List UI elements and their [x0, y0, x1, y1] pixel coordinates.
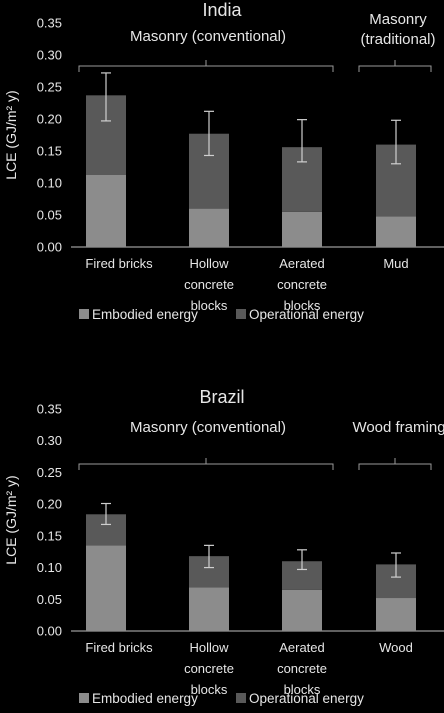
legend-swatch — [79, 309, 89, 319]
bar-embodied-energy — [376, 216, 416, 247]
y-tick-label: 0.25 — [37, 80, 62, 95]
group-bracket — [78, 60, 334, 72]
bar-embodied-energy — [376, 598, 416, 631]
bar-embodied-energy — [282, 211, 322, 247]
x-category-label: Aerated — [279, 256, 325, 271]
group-label: Wood framing — [352, 419, 444, 436]
legend-swatch — [236, 309, 246, 319]
y-tick-label: 0.30 — [37, 433, 62, 448]
y-axis-label: LCE (GJ/m² y) — [3, 475, 19, 564]
bar-embodied-energy — [86, 174, 126, 247]
group-label: Masonry (conventional) — [130, 419, 286, 436]
y-tick-label: 0.20 — [37, 497, 62, 512]
bar-embodied-energy — [189, 208, 229, 247]
chart-panel-1: India 0.00 0.05 0.10 0.15 0.20 0.25 0.30 0.35 LCE… — [3, 0, 444, 322]
y-tick-label: 0.20 — [37, 112, 62, 127]
x-category-label: Aerated — [279, 640, 325, 655]
group-bracket — [78, 458, 334, 470]
legend-label: Embodied energy — [92, 691, 198, 706]
legend-swatch — [79, 693, 89, 703]
x-category-label: Mud — [383, 256, 408, 271]
y-tick-label: 0.10 — [37, 560, 62, 575]
legend-swatch — [236, 693, 246, 703]
x-category-label: Wood — [379, 640, 413, 655]
y-axis-label: LCE (GJ/m² y) — [3, 90, 19, 179]
chart-panel-2: Brazil 0.00 0.05 0.10 0.15 0.20 0.25 0.30 0.35 LC… — [3, 387, 444, 706]
x-category-label: blocks — [191, 298, 228, 313]
group-label: Masonry (conventional) — [130, 28, 286, 45]
group-label: Masonry — [369, 11, 427, 28]
y-tick-label: 0.15 — [37, 144, 62, 159]
bar-embodied-energy — [86, 545, 126, 631]
x-category-label: concrete — [184, 277, 234, 292]
x-category-label: Hollow — [189, 256, 229, 271]
legend-label: Embodied energy — [92, 307, 198, 322]
x-category-label: concrete — [277, 277, 327, 292]
group-bracket — [358, 458, 432, 470]
y-tick-label: 0.05 — [37, 592, 62, 607]
legend-label: Operational energy — [249, 691, 364, 706]
y-tick-label: 0.25 — [37, 465, 62, 480]
y-tick-label: 0.15 — [37, 528, 62, 543]
chart-title: Brazil — [199, 387, 244, 407]
legend-label: Operational energy — [249, 307, 364, 322]
bar-embodied-energy — [282, 589, 322, 631]
y-tick-label: 0.35 — [37, 402, 62, 417]
y-tick-label: 0.00 — [37, 240, 62, 255]
x-category-label: Fired bricks — [85, 640, 153, 655]
x-category-label: concrete — [277, 661, 327, 676]
x-category-label: blocks — [191, 682, 228, 697]
x-category-label: Hollow — [189, 640, 229, 655]
group-bracket — [358, 60, 432, 72]
y-tick-label: 0.10 — [37, 176, 62, 191]
y-tick-label: 0.05 — [37, 208, 62, 223]
y-tick-label: 0.35 — [37, 16, 62, 31]
y-tick-label: 0.00 — [37, 624, 62, 639]
x-category-label: concrete — [184, 661, 234, 676]
x-category-label: Fired bricks — [85, 256, 153, 271]
y-tick-label: 0.30 — [37, 48, 62, 63]
x-category-label: blocks — [284, 298, 321, 313]
x-category-label: blocks — [284, 682, 321, 697]
chart-title: India — [202, 0, 242, 20]
bar-embodied-energy — [189, 587, 229, 631]
group-label-line2: (traditional) — [360, 31, 435, 48]
